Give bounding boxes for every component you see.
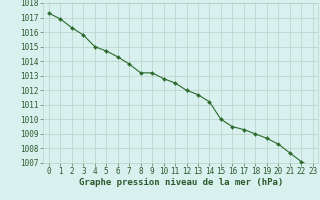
X-axis label: Graphe pression niveau de la mer (hPa): Graphe pression niveau de la mer (hPa)	[79, 178, 283, 187]
